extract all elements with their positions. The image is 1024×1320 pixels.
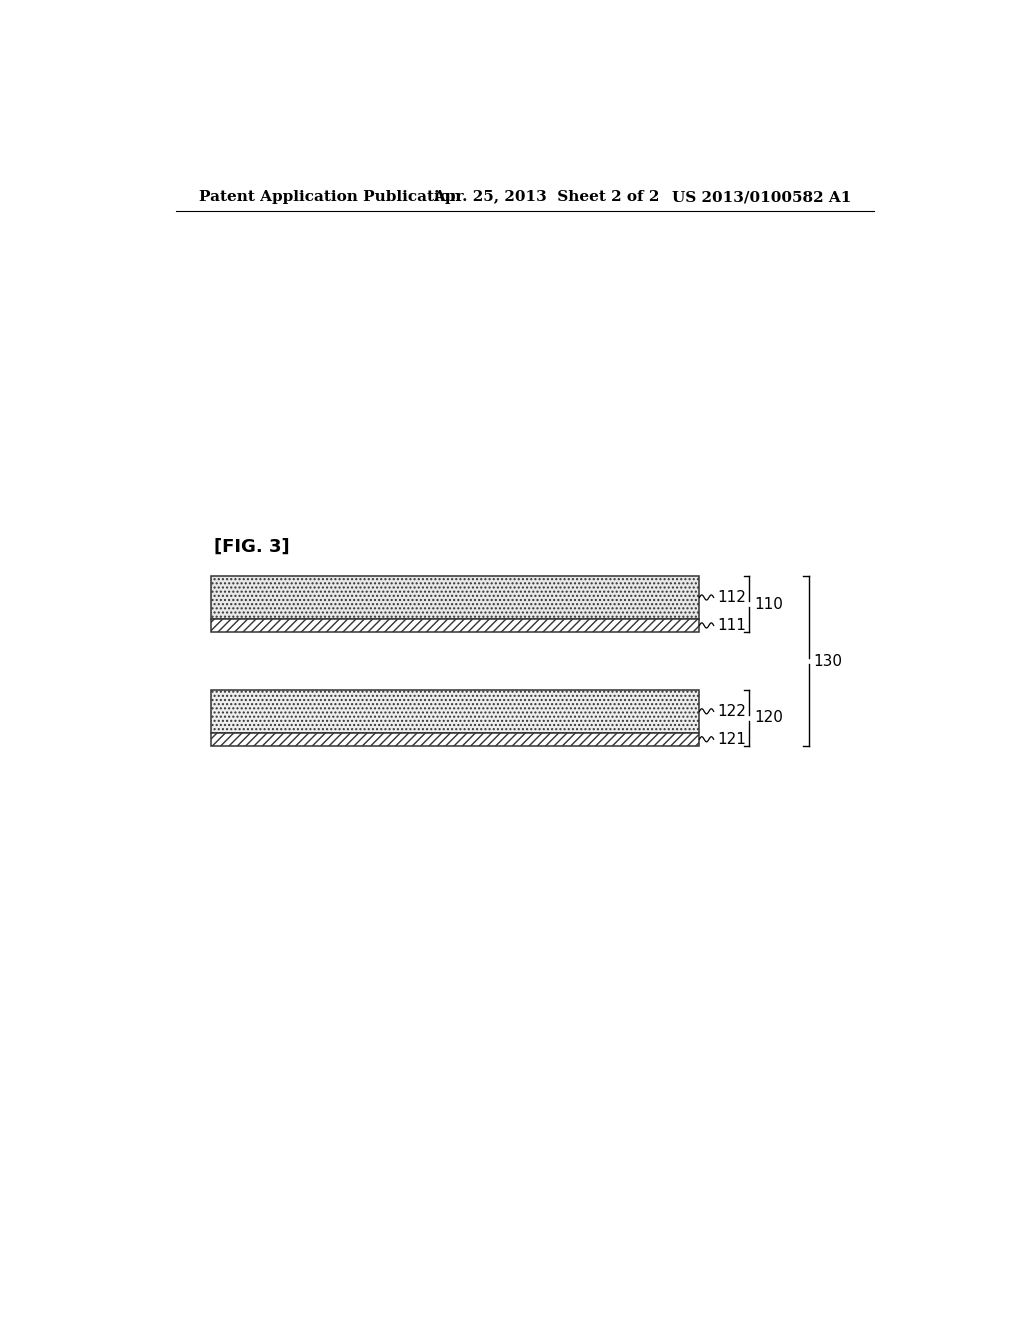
Bar	[211, 619, 699, 632]
Text: Apr. 25, 2013  Sheet 2 of 2: Apr. 25, 2013 Sheet 2 of 2	[433, 190, 659, 205]
Bar	[211, 690, 699, 733]
Text: Patent Application Publication: Patent Application Publication	[200, 190, 462, 205]
Bar	[211, 733, 699, 746]
Text: 112: 112	[717, 590, 745, 605]
Text: US 2013/0100582 A1: US 2013/0100582 A1	[672, 190, 851, 205]
Text: [FIG. 3]: [FIG. 3]	[214, 537, 290, 556]
Text: 110: 110	[754, 597, 783, 611]
Text: 111: 111	[717, 618, 745, 632]
Text: 120: 120	[754, 710, 783, 726]
Text: 130: 130	[814, 653, 843, 668]
Text: 122: 122	[717, 704, 745, 719]
Text: 121: 121	[717, 731, 745, 747]
Bar	[211, 576, 699, 619]
